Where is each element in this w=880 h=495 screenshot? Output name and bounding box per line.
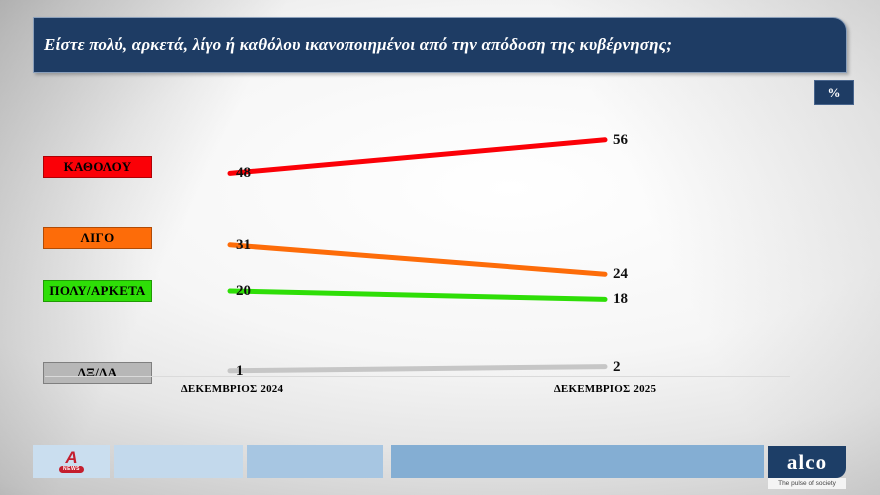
footer-segment-2 [114, 445, 243, 478]
x-label-dec-2025: ΔΕΚΕΜΒΡΙΟΣ 2025 [553, 383, 657, 395]
value-poly-2024: 20 [236, 283, 251, 299]
value-dxda-2024: 1 [236, 362, 244, 379]
title-bar: Είστε πολύ, αρκετά, λίγο ή καθόλου ικανο… [33, 17, 847, 73]
axis-baseline [45, 376, 790, 377]
value-katholou-2025: 56 [613, 131, 628, 148]
x-label-dec-2024: ΔΕΚΕΜΒΡΙΟΣ 2024 [180, 383, 284, 395]
value-poly-2025: 18 [613, 291, 628, 308]
value-dxda-2025: 2 [613, 358, 621, 375]
legend-ligo: ΛΙΓΟ [43, 227, 152, 249]
footer-segment-3 [247, 445, 383, 478]
legend-dx-da: ΔΞ/ΔΑ [43, 362, 152, 384]
legend-poly-arketa: ΠΟΛΥ/ΑΡΚΕΤΑ [43, 280, 152, 302]
alco-logo: alco The pulse of society [768, 446, 846, 489]
legend-katholou: ΚΑΘΟΛΟΥ [43, 156, 152, 178]
value-ligo-2024: 31 [236, 236, 251, 253]
footer-segment-1: A NEWS [33, 445, 110, 478]
value-katholou-2024: 48 [236, 165, 251, 182]
alpha-a-icon: A [65, 447, 78, 467]
alco-wordmark: alco [768, 446, 846, 478]
alpha-news-pill: NEWS [59, 465, 84, 473]
page-title: Είστε πολύ, αρκετά, λίγο ή καθόλου ικανο… [44, 35, 673, 54]
value-ligo-2025: 24 [613, 266, 628, 283]
footer-segment-4 [391, 445, 764, 478]
alpha-news-logo: A NEWS [59, 447, 84, 473]
alco-tagline: The pulse of society [768, 478, 846, 489]
percent-badge: % [814, 80, 854, 105]
